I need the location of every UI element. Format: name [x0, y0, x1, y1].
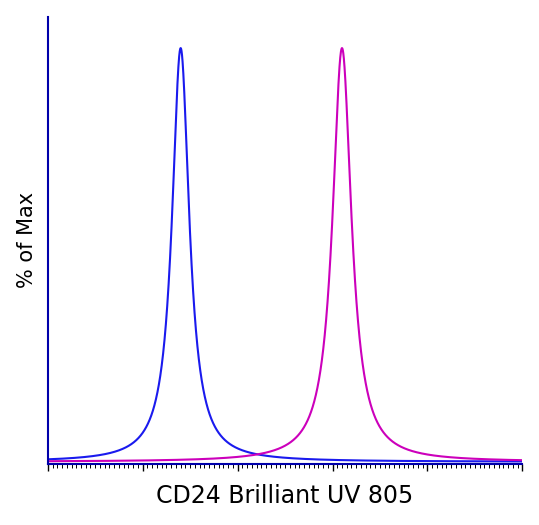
Y-axis label: % of Max: % of Max: [17, 192, 37, 288]
X-axis label: CD24 Brilliant UV 805: CD24 Brilliant UV 805: [156, 485, 413, 508]
